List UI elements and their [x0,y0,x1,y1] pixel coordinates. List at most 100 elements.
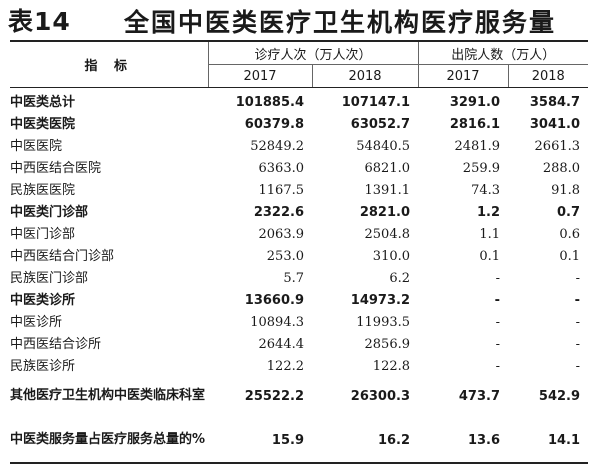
table-cell: 25522.2 [244,388,304,404]
year-header: 2017 [417,64,509,88]
table-body: 中医类总计 101885.4 107147.1 3291.0 3584.7 中医类医院 60… [10,88,589,464]
table-cell: - [495,315,501,330]
table-row: 中医类服务量占医疗服务总量的% 15.9 16.2 13.6 14.1 [10,418,589,464]
table-cell: 3291.0 [449,95,501,110]
table-cell: 0.7 [557,205,581,220]
year-header: 2018 [507,64,589,88]
table-row: 民族医医院 1167.5 1391.1 74.3 91.8 [10,176,588,198]
table-cell: 107147.1 [341,95,411,110]
table-cell: - [575,337,581,352]
table-cell: 310.0 [372,249,411,264]
table-cell: 2063.9 [258,227,305,242]
table-cell: 288.0 [542,161,581,176]
table-row: 中西医结合门诊部 253.0 310.0 0.1 0.1 [10,242,588,264]
table-cell: 122.8 [372,359,411,374]
year-header: 2018 [311,64,419,88]
table-cell: - [494,293,501,308]
row-label: 中医类服务量占医疗服务总量的% [10,418,208,464]
table-cell: 63052.7 [350,117,411,132]
visits-group-header: 诊疗人次（万人次） [207,40,419,65]
table-number: 表14 [8,7,71,36]
row-label: 中西医结合医院 [10,161,102,176]
table-cell: 74.3 [471,183,501,198]
table-cell: 259.9 [462,161,501,176]
row-label: 民族医门诊部 [10,271,89,286]
table-cell: 54840.5 [356,139,411,154]
table-row: 中西医结合医院 6363.0 6821.0 259.9 288.0 [10,154,588,176]
table-cell: 2816.1 [449,117,501,132]
table-cell: 91.8 [551,183,581,198]
table-cell: 52849.2 [250,139,304,154]
table-cell: - [574,293,581,308]
table-cell: 2856.9 [364,337,411,352]
row-label: 中医诊所 [10,315,63,330]
table-cell: 15.9 [208,418,312,464]
table-cell: 2504.8 [364,227,411,242]
index-header: 指 标 [10,40,208,88]
table-cell: 2481.9 [454,139,501,154]
table-cell: 542.9 [538,388,581,404]
table-cell: - [575,359,581,374]
table-cell: 1.1 [479,227,501,242]
table-cell: 122.2 [266,359,304,374]
row-label: 中医类医院 [10,117,76,132]
table-cell: - [495,337,501,352]
table-cell: 0.6 [559,227,581,242]
row-label: 民族医医院 [10,183,76,198]
year-header: 2017 [207,64,312,88]
row-label: 中医门诊部 [10,227,76,242]
table-cell: 14.1 [508,418,589,464]
table-title: 表14 全国中医类医疗卫生机构医疗服务量 [0,0,596,38]
table-cell: 5.7 [283,271,304,286]
table-cell: 1167.5 [258,183,305,198]
table-cell: 26300.3 [350,388,411,404]
table-cell: 2661.3 [534,139,581,154]
table-cell: 13660.9 [244,293,304,308]
table-cell: 3041.0 [529,117,581,132]
table-row: 中医诊所 10894.3 11993.5 - - [10,308,588,330]
table-cell: 13.6 [418,418,509,464]
table-cell: 0.1 [479,249,501,264]
table-cell: 473.7 [458,388,501,404]
table-cell: 60379.8 [244,117,304,132]
table-cell: 0.1 [559,249,581,264]
table-row: 中医类诊所 13660.9 14973.2 - - [10,286,588,308]
table-row: 中西医结合诊所 2644.4 2856.9 - - [10,330,588,352]
row-label: 中西医结合门诊部 [10,249,115,264]
table-row: 中医类门诊部 2322.6 2821.0 1.2 0.7 [10,198,588,220]
row-label: 中医医院 [10,139,63,154]
table-caption: 全国中医类医疗卫生机构医疗服务量 [124,8,557,37]
table-cell: 2322.6 [253,205,304,220]
row-label: 中医类门诊部 [10,205,89,220]
table-row: 中医门诊部 2063.9 2504.8 1.1 0.6 [10,220,588,242]
table-cell: - [575,315,581,330]
table-row: 中医类总计 101885.4 107147.1 3291.0 3584.7 [10,88,588,110]
table-row: 中医类医院 60379.8 63052.7 2816.1 3041.0 [10,110,588,132]
table-cell: 10894.3 [250,315,304,330]
table-cell: - [495,271,501,286]
table-cell: 3584.7 [529,95,581,110]
table-cell: 253.0 [266,249,304,264]
table-cell: 101885.4 [235,95,304,110]
table-cell: - [575,271,581,286]
row-label: 中医类诊所 [10,293,76,308]
row-label: 中西医结合诊所 [10,337,102,352]
table-row: 其他医疗卫生机构中医类临床科室 25522.2 26300.3 473.7 542.9 [10,374,588,418]
row-label: 中医类总计 [10,95,76,110]
medical-service-table: 指 标 诊疗人次（万人次） 出院人数（万人） 2017 2018 2017 20… [10,40,589,464]
row-label: 民族医诊所 [10,359,76,374]
table-header: 指 标 诊疗人次（万人次） 出院人数（万人） 2017 2018 2017 20… [10,40,589,88]
table-row: 民族医门诊部 5.7 6.2 - - [10,264,588,286]
discharges-group-header: 出院人数（万人） [417,40,589,65]
table-cell: 11993.5 [356,315,411,330]
table-cell: 2821.0 [359,205,411,220]
table-row: 民族医诊所 122.2 122.8 - - [10,352,588,374]
row-label: 其他医疗卫生机构中医类临床科室 [10,388,206,403]
table-cell: 2644.4 [258,337,305,352]
table-cell: 6821.0 [364,161,411,176]
table-row: 中医医院 52849.2 54840.5 2481.9 2661.3 [10,132,588,154]
table-cell: 14973.2 [350,293,411,308]
table-cell: 6363.0 [258,161,305,176]
table-cell: 1391.1 [364,183,411,198]
table-cell: 16.2 [312,418,419,464]
